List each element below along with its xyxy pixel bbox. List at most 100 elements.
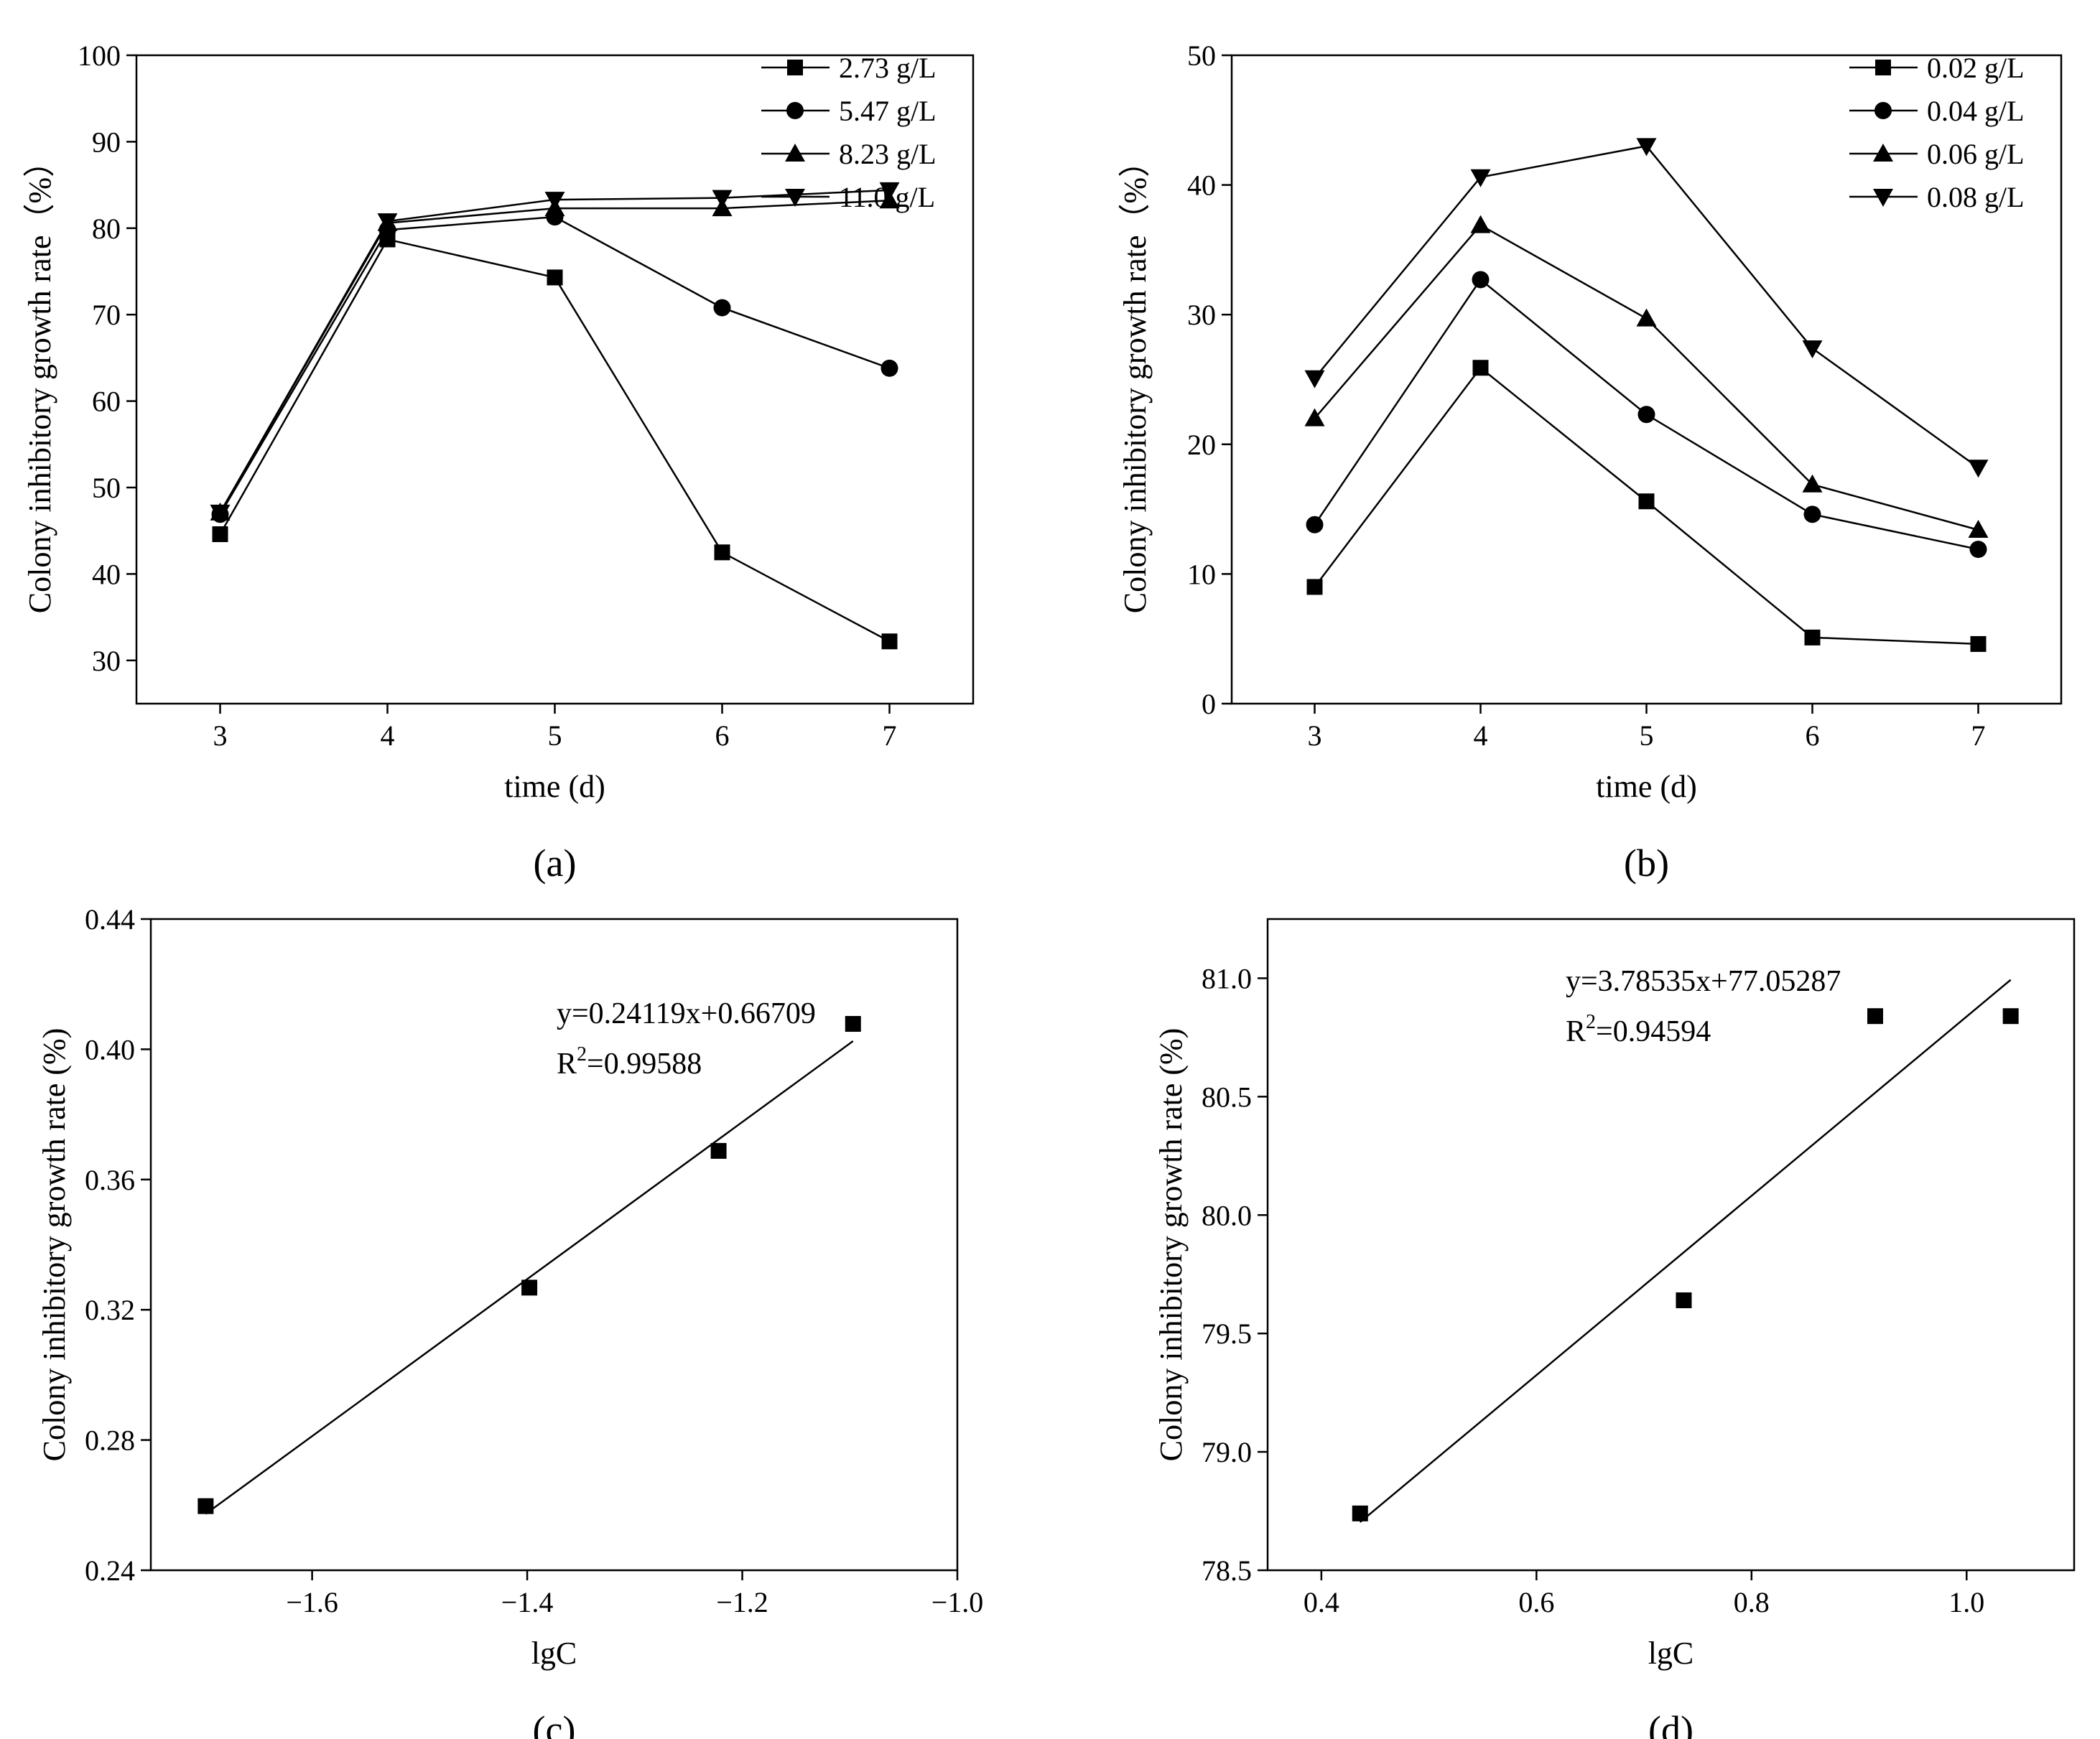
x-axis-label: time (d) <box>1596 769 1697 804</box>
y-tick-label: 70 <box>92 299 121 331</box>
y-tick-label: 100 <box>78 39 121 72</box>
data-point <box>1803 505 1821 523</box>
legend-label: 2.73 g/L <box>839 52 937 84</box>
y-tick-label: 80 <box>92 213 121 245</box>
x-tick-label: −1.0 <box>931 1586 984 1618</box>
data-point <box>881 359 898 377</box>
series-0-06-g-L <box>1304 215 1989 538</box>
data-point <box>714 544 730 561</box>
y-tick-label: 81.0 <box>1202 962 1252 994</box>
panel-a: 3 4 5 6 7 30 40 50 60 70 80 90 100 time (d) Colony inh… <box>22 39 975 885</box>
y-tick-label: 40 <box>92 558 121 590</box>
data-point <box>1472 271 1490 289</box>
data-point <box>1306 516 1324 533</box>
x-tick-label: −1.6 <box>286 1586 338 1618</box>
legend-marker <box>785 189 805 207</box>
x-tick-label: 5 <box>1640 719 1654 752</box>
data-point <box>1802 340 1823 359</box>
data-point <box>1969 541 1987 559</box>
legend-marker <box>1874 102 1892 119</box>
series-2-73-g-L <box>212 231 898 650</box>
y-tick-label: 0.44 <box>85 903 135 936</box>
x-tick-label: 6 <box>1806 719 1820 752</box>
y-tick-label: 50 <box>1187 39 1216 72</box>
r-squared-superscript: 2 <box>1586 1011 1596 1033</box>
data-point <box>881 633 898 650</box>
series-0-02-g-L <box>1306 360 1987 652</box>
data-point <box>2002 1008 2019 1025</box>
r-squared-label: R <box>1566 1015 1586 1048</box>
x-tick-label: 7 <box>1971 719 1986 752</box>
r-squared-label: R <box>557 1048 577 1081</box>
data-point <box>1470 215 1491 233</box>
data-point <box>1304 408 1325 426</box>
x-axis-label: lgC <box>1648 1636 1694 1671</box>
x-tick-label: 0.8 <box>1734 1586 1770 1618</box>
plot-frame <box>1266 918 2076 1572</box>
x-tick-label: 5 <box>548 719 562 752</box>
data-point <box>547 269 563 286</box>
y-tick-label: 60 <box>92 386 121 418</box>
panel-d: 0.4 0.6 0.8 1.0 78.5 79.0 79.5 80.0 80.5 81.0 lgC C… <box>1153 918 2076 1739</box>
data-point <box>377 213 398 232</box>
panel-caption: (a) <box>534 841 577 885</box>
series-0-08-g-L <box>1304 138 1989 478</box>
data-point <box>1352 1505 1368 1521</box>
data-point <box>1676 1292 1692 1309</box>
x-axis-label: lgC <box>531 1636 577 1671</box>
data-point <box>1306 579 1323 595</box>
panel-caption: (c) <box>533 1708 576 1739</box>
data-point <box>1804 629 1821 645</box>
y-tick-label: 0.36 <box>85 1164 135 1196</box>
y-tick-label: 80.0 <box>1202 1199 1252 1231</box>
plot-frame <box>149 918 959 1572</box>
data-point <box>210 504 231 523</box>
x-tick-label: 4 <box>1474 719 1488 752</box>
legend-label: 11.0 g/L <box>839 181 935 213</box>
x-tick-label: 6 <box>715 719 730 752</box>
data-point <box>544 192 565 210</box>
x-tick-label: −1.4 <box>501 1586 554 1618</box>
y-tick-label: 30 <box>1187 299 1216 331</box>
y-tick-label: 78.5 <box>1202 1554 1252 1587</box>
series-line <box>219 238 891 643</box>
y-tick-label: 40 <box>1187 169 1216 202</box>
y-tick-label: 0.24 <box>85 1554 135 1587</box>
y-tick-label: 0.40 <box>85 1033 135 1066</box>
data-point <box>1470 169 1491 187</box>
legend: 2.73 g/L 5.47 g/L 8.23 g/L 11.0 g/L <box>761 52 937 213</box>
y-tick-label: 10 <box>1187 558 1216 590</box>
y-tick-label: 30 <box>92 645 121 677</box>
series-0-04-g-L <box>1306 271 1987 559</box>
data-point <box>1304 370 1325 388</box>
r-squared: R2=0.99588 <box>557 1043 702 1081</box>
x-tick-label: 3 <box>1308 719 1322 752</box>
x-tick-label: −1.2 <box>716 1586 768 1618</box>
data-point <box>712 190 733 208</box>
x-tick-label: 0.6 <box>1518 1586 1554 1618</box>
series-line <box>219 215 890 515</box>
data-point <box>1867 1008 1883 1025</box>
r-squared-superscript: 2 <box>577 1043 587 1066</box>
legend-label: 0.06 g/L <box>1927 138 2025 170</box>
data-point <box>1970 635 1987 652</box>
panel-caption: (b) <box>1624 841 1669 885</box>
legend-label: 5.47 g/L <box>839 95 937 127</box>
y-tick-label: 90 <box>92 126 121 158</box>
legend-marker <box>787 60 803 75</box>
r-squared: R2=0.94594 <box>1566 1011 1711 1048</box>
r-squared-value: =0.94594 <box>1596 1015 1711 1048</box>
panel-c: −1.6 −1.4 −1.2 −1.0 0.24 0.28 0.32 0.36 0.40 0.44… <box>37 903 983 1739</box>
y-tick-label: 20 <box>1187 429 1216 461</box>
series-5-47-g-L <box>211 208 898 523</box>
data-point <box>1968 519 1989 538</box>
data-point <box>1472 360 1489 376</box>
fit-line <box>1359 979 2012 1523</box>
data-point <box>1636 138 1657 157</box>
legend-marker <box>1875 60 1891 75</box>
x-tick-label: 3 <box>213 719 228 752</box>
y-tick-label: 0.28 <box>85 1425 135 1457</box>
legend-marker <box>1873 144 1893 162</box>
y-tick-label: 0.32 <box>85 1294 135 1326</box>
